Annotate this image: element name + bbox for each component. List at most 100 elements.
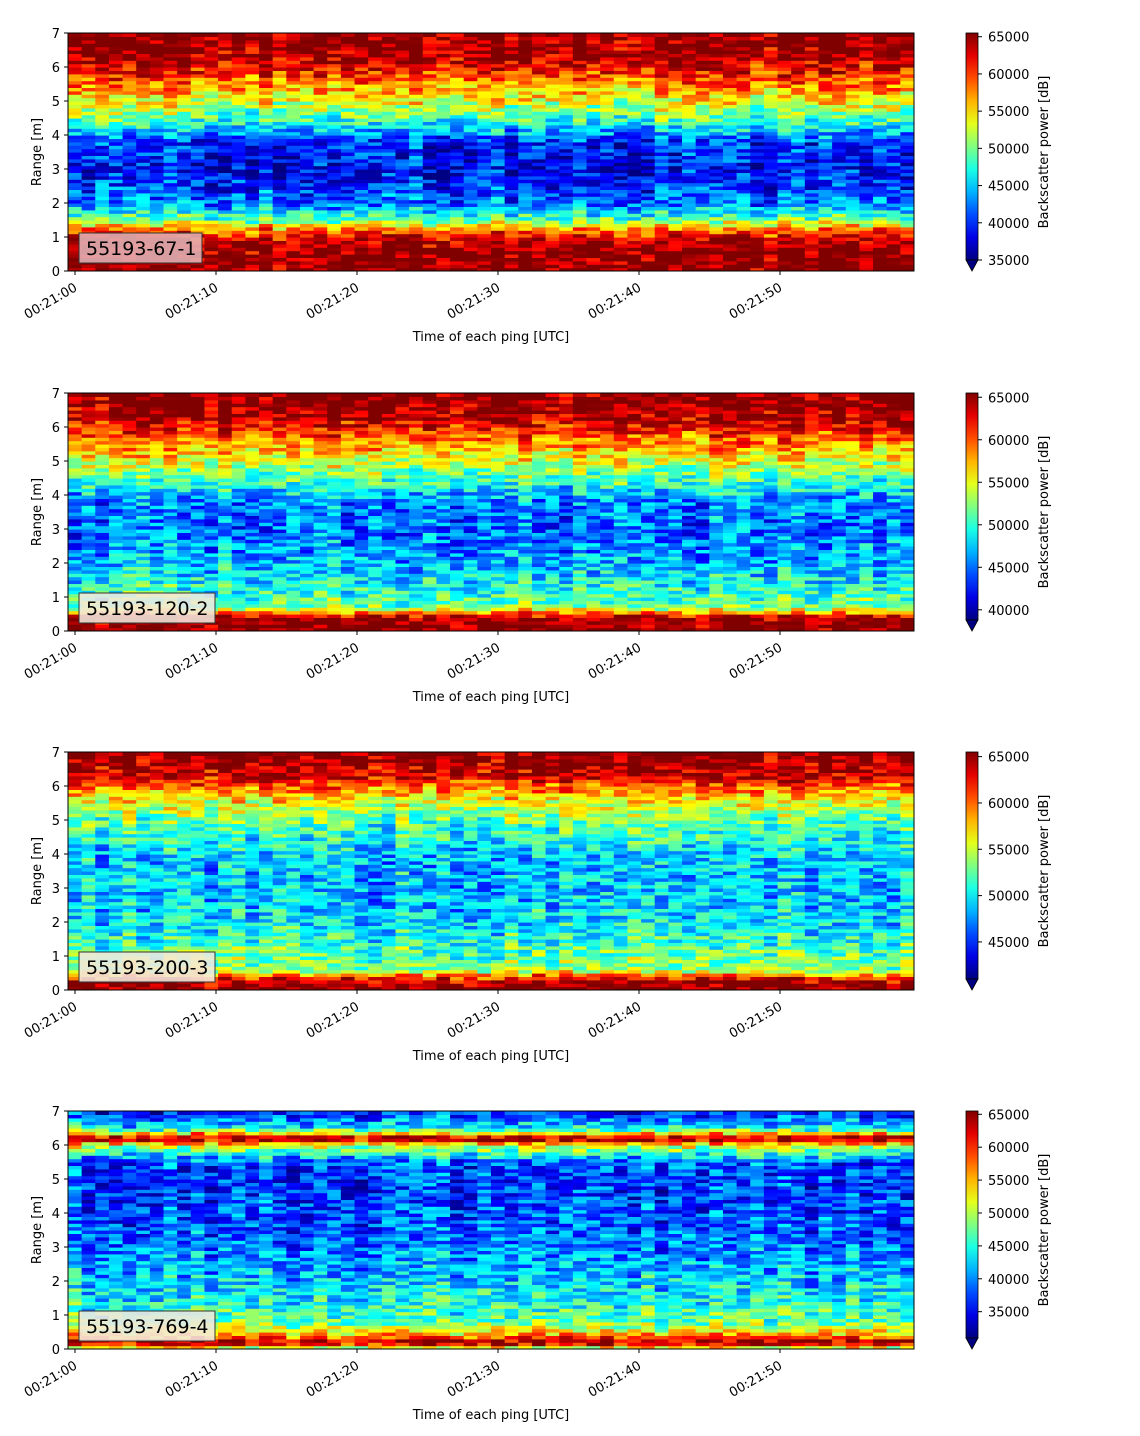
- echogram-cell: [572, 172, 588, 177]
- echogram-cell: [245, 107, 260, 112]
- echogram-cell: [722, 162, 738, 167]
- echogram-cell: [600, 203, 615, 207]
- echogram-cell: [340, 179, 356, 184]
- echogram-cell: [627, 226, 642, 231]
- echogram-cell: [586, 186, 601, 190]
- echogram-cell: [791, 162, 806, 167]
- echogram-cell: [627, 254, 642, 258]
- echogram-cell: [750, 152, 765, 156]
- echogram-cell: [177, 70, 192, 75]
- echogram-cell: [327, 226, 342, 231]
- echogram-cell: [231, 67, 246, 71]
- echogram-cell: [900, 237, 914, 241]
- echogram-cell: [873, 145, 888, 150]
- echogram-cell: [286, 128, 301, 133]
- echogram-cell: [832, 131, 847, 136]
- echogram-cell: [327, 165, 342, 170]
- echogram-cell: [559, 94, 574, 99]
- echogram-cell: [695, 162, 710, 167]
- echogram-cell: [545, 124, 560, 129]
- echogram-cell: [218, 240, 233, 245]
- echogram-cell: [68, 121, 83, 126]
- echogram-cell: [668, 267, 683, 271]
- echogram-cell: [504, 223, 519, 228]
- echogram-cell: [491, 254, 506, 258]
- echogram-cell: [763, 213, 779, 218]
- echogram-cell: [409, 199, 424, 204]
- echogram-cell: [450, 220, 465, 224]
- echogram-cell: [491, 216, 506, 221]
- echogram-cell: [668, 158, 683, 163]
- echogram-cell: [381, 223, 397, 228]
- echogram-cell: [600, 145, 615, 150]
- echogram-cell: [422, 237, 438, 241]
- echogram-cell: [136, 399, 151, 404]
- echogram-cell: [395, 237, 410, 241]
- echogram-cell: [804, 121, 820, 126]
- echogram-cell: [122, 393, 137, 397]
- echogram-cell: [218, 111, 233, 116]
- echogram-cell: [709, 172, 724, 177]
- echogram-cell: [518, 189, 533, 194]
- echogram-cell: [354, 226, 369, 231]
- echogram-cell: [190, 199, 206, 204]
- echogram-cell: [873, 128, 888, 133]
- echogram-cell: [504, 257, 519, 262]
- echogram-cell: [504, 114, 519, 119]
- echogram-cell: [149, 107, 165, 112]
- echogram-cell: [218, 257, 233, 262]
- echogram-cell: [95, 148, 110, 153]
- echogram-cell: [108, 525, 124, 530]
- echogram-cell: [763, 135, 779, 139]
- echogram-cell: [163, 427, 178, 431]
- echogram-cell: [68, 444, 83, 448]
- echogram-cell: [900, 155, 914, 160]
- echogram-cell: [777, 230, 792, 235]
- echogram-cell: [709, 80, 724, 85]
- echogram-cell: [231, 135, 246, 139]
- echogram-cell: [627, 90, 642, 95]
- echogram-cell: [736, 53, 751, 58]
- echogram-cell: [900, 53, 914, 58]
- echogram-cell: [136, 549, 151, 554]
- echogram-cell: [654, 138, 669, 143]
- echogram-cell: [299, 158, 315, 163]
- echogram-cell: [545, 67, 560, 71]
- echogram-cell: [791, 39, 806, 44]
- echogram-cell: [436, 114, 451, 119]
- echogram-cell: [572, 111, 588, 116]
- echogram-cell: [613, 111, 629, 116]
- echogram-cell: [504, 237, 519, 241]
- echogram-cell: [313, 182, 328, 187]
- echogram-cell: [163, 467, 178, 472]
- echogram-cell: [572, 73, 588, 78]
- echogram-cell: [559, 84, 574, 88]
- echogram-cell: [149, 484, 165, 489]
- echogram-cell: [68, 128, 83, 133]
- echogram-cell: [722, 84, 738, 88]
- echogram-cell: [177, 264, 192, 269]
- echogram-cell: [136, 94, 151, 99]
- echogram-cell: [477, 135, 492, 139]
- echogram-cell: [340, 237, 356, 241]
- echogram-cell: [545, 104, 560, 109]
- echogram-cell: [122, 416, 137, 421]
- echogram-cell: [531, 97, 547, 102]
- echogram-cell: [845, 33, 861, 37]
- echogram-cell: [736, 145, 751, 150]
- echogram-cell: [313, 216, 328, 221]
- echogram-cell: [313, 53, 328, 58]
- echogram-cell: [177, 518, 192, 523]
- echogram-cell: [682, 257, 697, 262]
- echogram-cell: [81, 206, 96, 211]
- echogram-cell: [845, 223, 861, 228]
- echogram-cell: [491, 36, 506, 41]
- echogram-cell: [177, 77, 192, 82]
- echogram-cell: [463, 84, 478, 88]
- echogram-cell: [68, 158, 83, 163]
- echogram-cell: [149, 416, 165, 421]
- echogram-cell: [68, 423, 83, 428]
- echogram-cell: [286, 206, 301, 211]
- echogram-cell: [750, 118, 765, 122]
- echogram-cell: [709, 73, 724, 78]
